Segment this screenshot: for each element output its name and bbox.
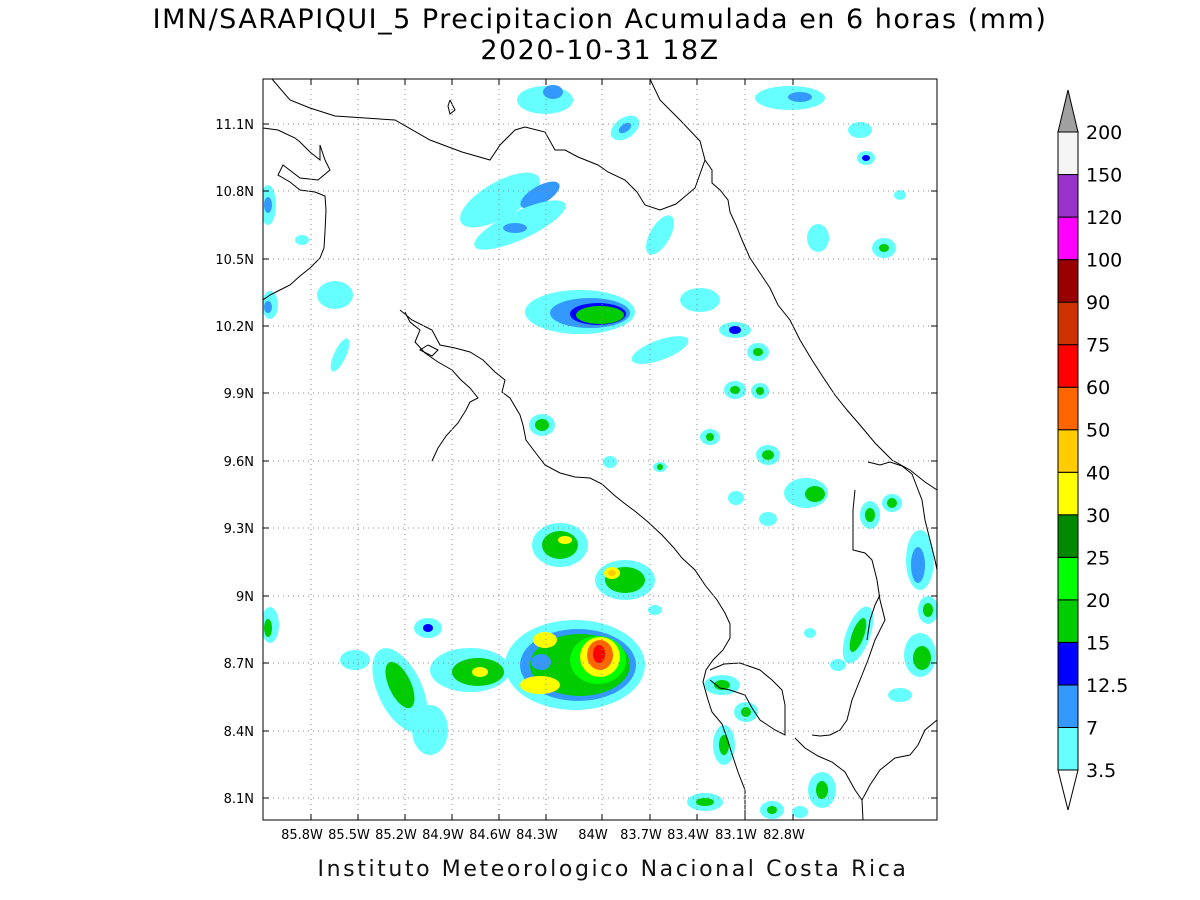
colorbar-label: 200 xyxy=(1086,122,1122,144)
map-grid xyxy=(263,79,937,820)
colorbar-box xyxy=(1057,301,1079,346)
precip-cell xyxy=(517,85,573,114)
colorbar-box xyxy=(1057,386,1079,431)
colorbar-box xyxy=(1057,259,1079,303)
y-tick-label: 9N xyxy=(236,590,254,605)
colorbar-label: 150 xyxy=(1086,165,1122,187)
colorbar-label: 75 xyxy=(1086,335,1110,357)
colorbar-label: 40 xyxy=(1086,462,1110,484)
x-tick-label: 85.5W xyxy=(328,828,370,843)
footer-credit: Instituto Meteorologico Nacional Costa R… xyxy=(317,857,909,882)
colorbar-upper-arrow xyxy=(1057,89,1079,133)
colorbar-box xyxy=(1057,684,1079,728)
y-tick-label: 8.7N xyxy=(224,657,254,672)
colorbar-box xyxy=(1057,344,1079,388)
colorbar-lower-arrow xyxy=(1057,769,1079,811)
colorbar-box xyxy=(1057,471,1079,516)
y-axis-ticks: 11.1N 10.8N 10.5N 10.2N 9.9N 9.6N 9.3N 9N 8.7N 8.… xyxy=(215,118,937,807)
colorbar-box xyxy=(1057,556,1079,601)
colorbar-box xyxy=(1057,174,1079,218)
map-title: IMN/SARAPIQUI_5 Precipitacion Acumulada … xyxy=(152,4,1048,35)
colorbar-label: 7 xyxy=(1086,717,1098,739)
x-tick-label: 84.6W xyxy=(469,828,511,843)
colorbar-box xyxy=(1057,514,1079,558)
colorbar-label: 30 xyxy=(1086,505,1110,527)
x-tick-label: 85.2W xyxy=(375,828,417,843)
y-tick-label: 9.6N xyxy=(224,455,254,470)
colorbar-box xyxy=(1057,641,1079,686)
map-frame xyxy=(262,78,938,821)
precipitation-field xyxy=(263,85,937,819)
precip-cell xyxy=(474,200,566,250)
x-tick-label: 83.1W xyxy=(715,828,757,843)
colorbar-label: 12.5 xyxy=(1086,675,1128,697)
colorbar-label: 90 xyxy=(1086,292,1110,314)
colorbar-label: 120 xyxy=(1086,207,1122,229)
x-tick-label: 84.9W xyxy=(422,828,464,843)
precip-cell xyxy=(532,523,588,567)
precip-cell xyxy=(460,172,560,228)
precip-cell xyxy=(505,620,645,710)
precip-cell xyxy=(595,560,655,600)
precip-cell xyxy=(430,648,510,692)
colorbar-box xyxy=(1057,726,1079,771)
x-tick-label: 83.4W xyxy=(667,828,709,843)
colorbar-label: 15 xyxy=(1086,632,1110,654)
colorbar-box xyxy=(1057,599,1079,643)
y-tick-label: 8.1N xyxy=(224,792,254,807)
map-datetime: 2020-10-31 18Z xyxy=(480,35,720,66)
x-tick-label: 82.8W xyxy=(763,828,805,843)
x-tick-label: 85.8W xyxy=(281,828,323,843)
colorbar-box xyxy=(1057,429,1079,473)
coastlines xyxy=(263,79,937,820)
colorbar-legend: 3.5 7 12.5 15 20 25 30 40 50 60 75 90 100 120 150 200 xyxy=(1057,89,1128,811)
y-tick-label: 10.8N xyxy=(215,185,254,200)
x-axis-ticks: 85.8W 85.5W 85.2W 84.9W 84.6W 84.3W 84W 83.7W 83… xyxy=(281,79,805,843)
y-tick-label: 9.9N xyxy=(224,387,254,402)
x-tick-label: 84W xyxy=(578,828,608,843)
x-tick-label: 83.7W xyxy=(620,828,662,843)
y-tick-label: 10.2N xyxy=(215,320,254,335)
colorbar-label: 3.5 xyxy=(1086,760,1116,782)
y-tick-label: 10.5N xyxy=(215,253,254,268)
colorbar-label: 60 xyxy=(1086,377,1110,399)
y-tick-label: 9.3N xyxy=(224,522,254,537)
colorbar-label: 20 xyxy=(1086,590,1110,612)
colorbar-box xyxy=(1057,216,1079,261)
y-tick-label: 8.4N xyxy=(224,725,254,740)
precip-cell xyxy=(525,290,635,334)
colorbar-label: 100 xyxy=(1086,250,1122,272)
colorbar-label: 25 xyxy=(1086,547,1110,569)
colorbar-box xyxy=(1057,131,1079,176)
precip-cell xyxy=(610,115,640,141)
colorbar-label: 50 xyxy=(1086,420,1110,442)
x-tick-label: 84.3W xyxy=(516,828,558,843)
y-tick-label: 11.1N xyxy=(215,118,254,133)
